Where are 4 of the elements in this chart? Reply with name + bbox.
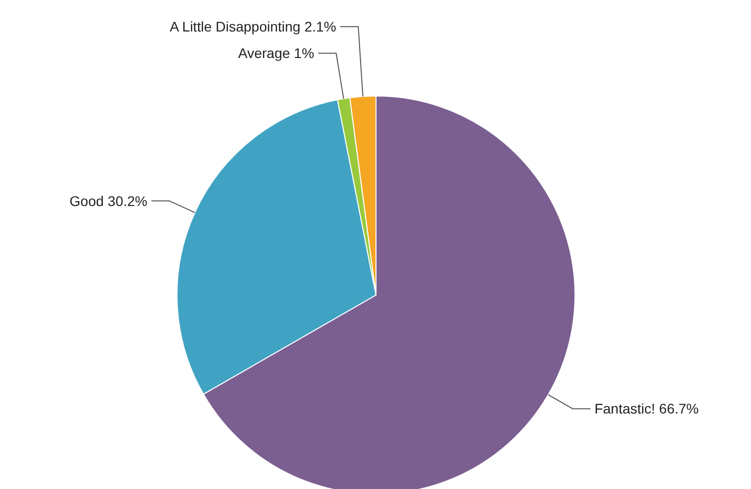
slice-label: Average 1%	[238, 45, 314, 62]
slice-label: A Little Disappointing 2.1%	[170, 18, 336, 34]
slice-label: Good 30.2%	[70, 192, 148, 209]
slice-label: Fantastic! 66.7%	[594, 400, 699, 417]
